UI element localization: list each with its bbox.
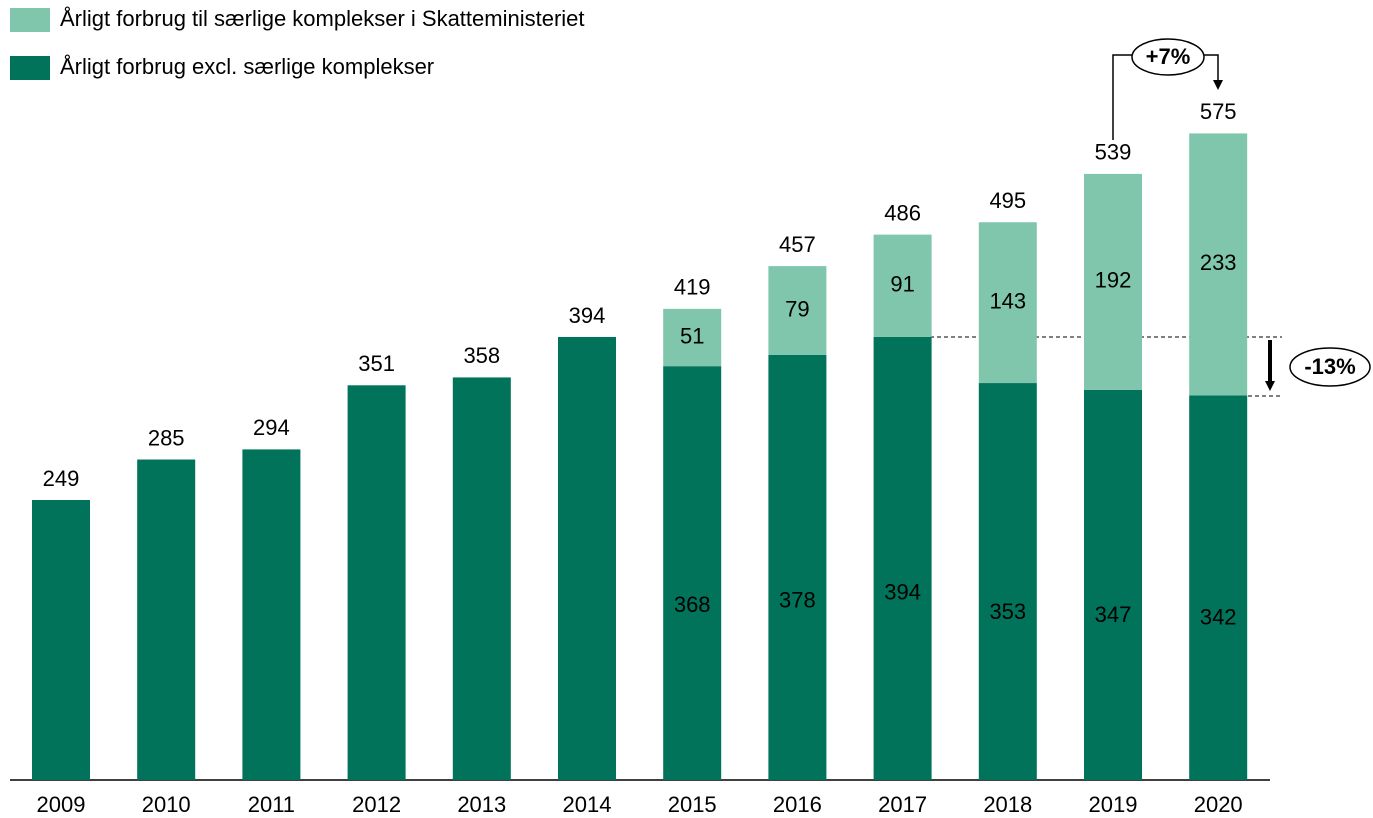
bar-segment [978, 383, 1037, 780]
annotation: -13% [1304, 354, 1355, 379]
value-label: 143 [989, 288, 1026, 313]
total-label: 358 [463, 343, 500, 368]
x-tick-label: 2015 [668, 792, 717, 817]
total-label: 294 [253, 415, 290, 440]
total-label: 495 [989, 188, 1026, 213]
x-tick-label: 2012 [352, 792, 401, 817]
bar-segment [1084, 173, 1142, 390]
x-tick-label: 2017 [878, 792, 927, 817]
value-label: 378 [779, 587, 816, 612]
total-label: 457 [779, 232, 816, 257]
value-label: 368 [674, 592, 711, 617]
x-tick-label: 2014 [563, 792, 612, 817]
bar-segment [1084, 389, 1142, 780]
x-tick-label: 2019 [1089, 792, 1138, 817]
bar-segment [873, 336, 932, 780]
legend-label: Årligt forbrug excl. særlige komplekser [60, 54, 434, 79]
value-label: 79 [785, 296, 809, 321]
bracket [1112, 54, 1132, 140]
bar-segment [1189, 395, 1248, 780]
x-tick-label: 2009 [37, 792, 86, 817]
bar-segment [978, 222, 1037, 384]
legend-swatch [10, 56, 50, 80]
bar-segment [347, 385, 406, 780]
value-label: 51 [680, 323, 704, 348]
value-label: 394 [884, 580, 921, 605]
bar-segment [663, 366, 722, 780]
total-label: 394 [569, 303, 606, 328]
total-label: 539 [1095, 140, 1132, 165]
bar-segment [137, 459, 196, 780]
total-label: 249 [43, 466, 80, 491]
bar-segment [768, 354, 827, 780]
bar-segment [558, 336, 616, 780]
total-label: 486 [884, 200, 921, 225]
bar-segment [452, 377, 511, 780]
legend-label: Årligt forbrug til særlige komplekser i … [60, 6, 585, 31]
x-tick-label: 2013 [457, 792, 506, 817]
bar-segment [663, 308, 722, 367]
x-tick-label: 2010 [142, 792, 191, 817]
total-label: 419 [674, 275, 711, 300]
annotation: +7% [1146, 44, 1191, 69]
value-label: 91 [890, 272, 914, 297]
total-label: 575 [1200, 99, 1237, 124]
bar-segment [768, 266, 827, 355]
x-tick-label: 2018 [983, 792, 1032, 817]
total-label: 285 [148, 425, 185, 450]
value-label: 347 [1095, 602, 1132, 627]
value-label: 353 [989, 599, 1026, 624]
bar-segment [32, 499, 90, 780]
legend-swatch [10, 8, 50, 32]
x-tick-label: 2016 [773, 792, 822, 817]
total-label: 351 [358, 351, 395, 376]
x-tick-label: 2020 [1194, 792, 1243, 817]
value-label: 192 [1095, 268, 1132, 293]
bar-segment [242, 449, 301, 780]
value-label: 233 [1200, 250, 1237, 275]
annotation-ellipse [1289, 347, 1371, 387]
value-label: 342 [1200, 604, 1237, 629]
annotation-ellipse [1131, 38, 1205, 76]
bar-segment [873, 234, 932, 337]
x-tick-label: 2011 [248, 792, 295, 817]
bracket-arrow [1204, 54, 1223, 90]
bar-segment [1189, 133, 1248, 396]
